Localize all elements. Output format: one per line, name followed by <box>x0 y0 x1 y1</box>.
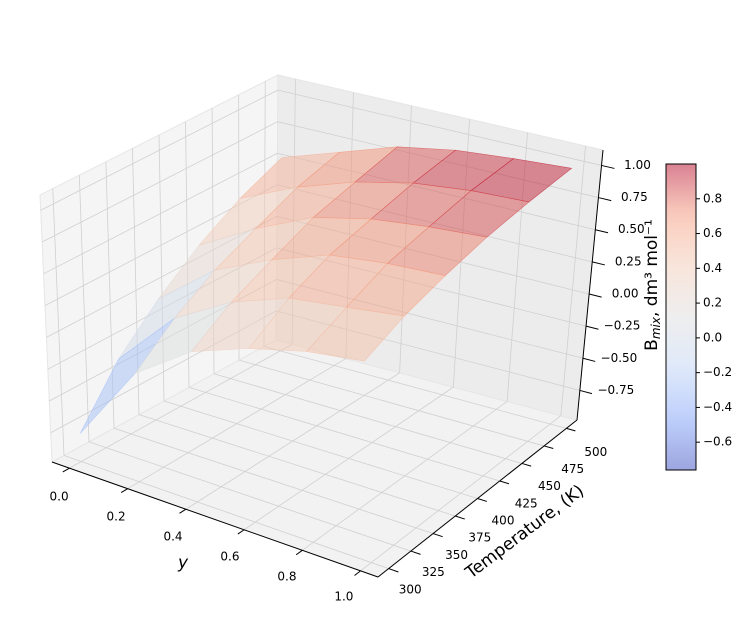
z-tick-label: 0.00 <box>612 287 639 301</box>
x-tick <box>295 549 303 556</box>
z-tick <box>598 197 612 202</box>
y-tick-label: 450 <box>538 479 561 493</box>
z-tick-label: −0.50 <box>601 351 638 365</box>
grid-line <box>52 188 65 456</box>
x-tick-label: 0.2 <box>107 510 126 524</box>
grid-line <box>43 152 278 275</box>
y-tick-label: 500 <box>584 445 607 459</box>
colorbar-tick-label: −0.2 <box>703 365 732 379</box>
colorbar-tick-label: 0.0 <box>703 330 722 344</box>
grid-line <box>560 145 586 416</box>
z-tick-label: −0.75 <box>597 383 634 397</box>
x-tick <box>62 467 70 473</box>
grid-line <box>113 427 434 534</box>
colorbar-tick-label: −0.6 <box>703 435 732 449</box>
z-label-sub: mix <box>649 316 663 339</box>
x-axis <box>51 461 379 578</box>
grid-line <box>41 121 278 243</box>
z-tick <box>585 325 599 330</box>
y-tick <box>432 533 443 538</box>
z-tick <box>595 229 609 234</box>
z-tick <box>579 389 593 395</box>
z-tick-label: 1.00 <box>624 158 651 172</box>
x-tick-label: 0.6 <box>220 550 239 564</box>
y-tick-label: 425 <box>515 496 538 510</box>
y-tick <box>566 427 576 432</box>
x-tick-label: 0.0 <box>50 490 69 504</box>
grid-line <box>88 441 411 552</box>
colorbar-fill <box>665 163 697 471</box>
colorbar-tick-label: 0.4 <box>703 261 722 275</box>
grid-line <box>63 455 389 569</box>
x-axis-label: y <box>177 553 189 573</box>
colorbar-tick-label: 0.2 <box>703 296 722 310</box>
y-tick <box>410 550 421 555</box>
z-label-rest: , dm³ mol⁻¹ <box>642 219 662 317</box>
y-tick-label: 375 <box>468 531 491 545</box>
grid-line <box>78 175 90 442</box>
grid-line <box>138 414 456 517</box>
y-tick <box>388 568 399 573</box>
surface <box>79 146 573 434</box>
z-label-base: B <box>642 339 662 351</box>
y-tick <box>499 480 510 485</box>
z-tick <box>582 357 596 362</box>
axes: 0.0 0.2 0.4 0.6 0.8 1.0 3003253503754004254504… <box>50 149 651 604</box>
y-tick-label: 325 <box>422 565 445 579</box>
z-tick-label: 0.25 <box>615 254 642 268</box>
z-tick-label: 0.50 <box>618 222 645 236</box>
z-axis <box>576 149 604 421</box>
grid-line <box>238 359 545 447</box>
x-tick-label: 0.4 <box>163 530 182 544</box>
y-tick-label: 350 <box>445 548 468 562</box>
grid-line <box>163 400 478 499</box>
grid-line <box>40 89 279 211</box>
grid-line <box>188 387 500 482</box>
colorbar-tick-label: −0.4 <box>703 400 732 414</box>
colorbar-tick-label: 0.6 <box>703 226 722 240</box>
grid-line <box>213 373 523 464</box>
y-tick-label: 400 <box>492 514 515 528</box>
z-tick-label: −0.25 <box>604 319 641 333</box>
colorbar-tick-label: 0.8 <box>703 191 722 205</box>
x-tick <box>120 488 128 494</box>
colorbar: −0.6 −0.4 −0.2 0.0 0.2 0.4 0.6 0.8 <box>665 163 732 471</box>
z-tick <box>601 164 615 169</box>
x-tick <box>237 529 245 535</box>
z-tick-label: 0.75 <box>621 190 648 204</box>
x-tick-label: 0.8 <box>277 570 296 584</box>
y-tick <box>477 498 488 502</box>
y-tick <box>543 445 554 449</box>
x-tick-label: 1.0 <box>334 590 353 604</box>
y-tick-label: 300 <box>399 582 422 596</box>
z-tick <box>592 261 605 266</box>
surface-patch <box>305 306 405 362</box>
z-axis-label: Bmix, dm³ mol⁻¹ <box>642 219 663 351</box>
x-tick <box>179 508 187 514</box>
y-tick-label: 475 <box>561 462 584 476</box>
grid-line <box>277 89 602 166</box>
y-tick <box>521 462 532 467</box>
x-tick <box>354 570 361 576</box>
y-axis <box>377 419 578 578</box>
z-tick <box>589 293 602 298</box>
grid-line <box>263 346 567 429</box>
y-tick <box>455 515 465 520</box>
